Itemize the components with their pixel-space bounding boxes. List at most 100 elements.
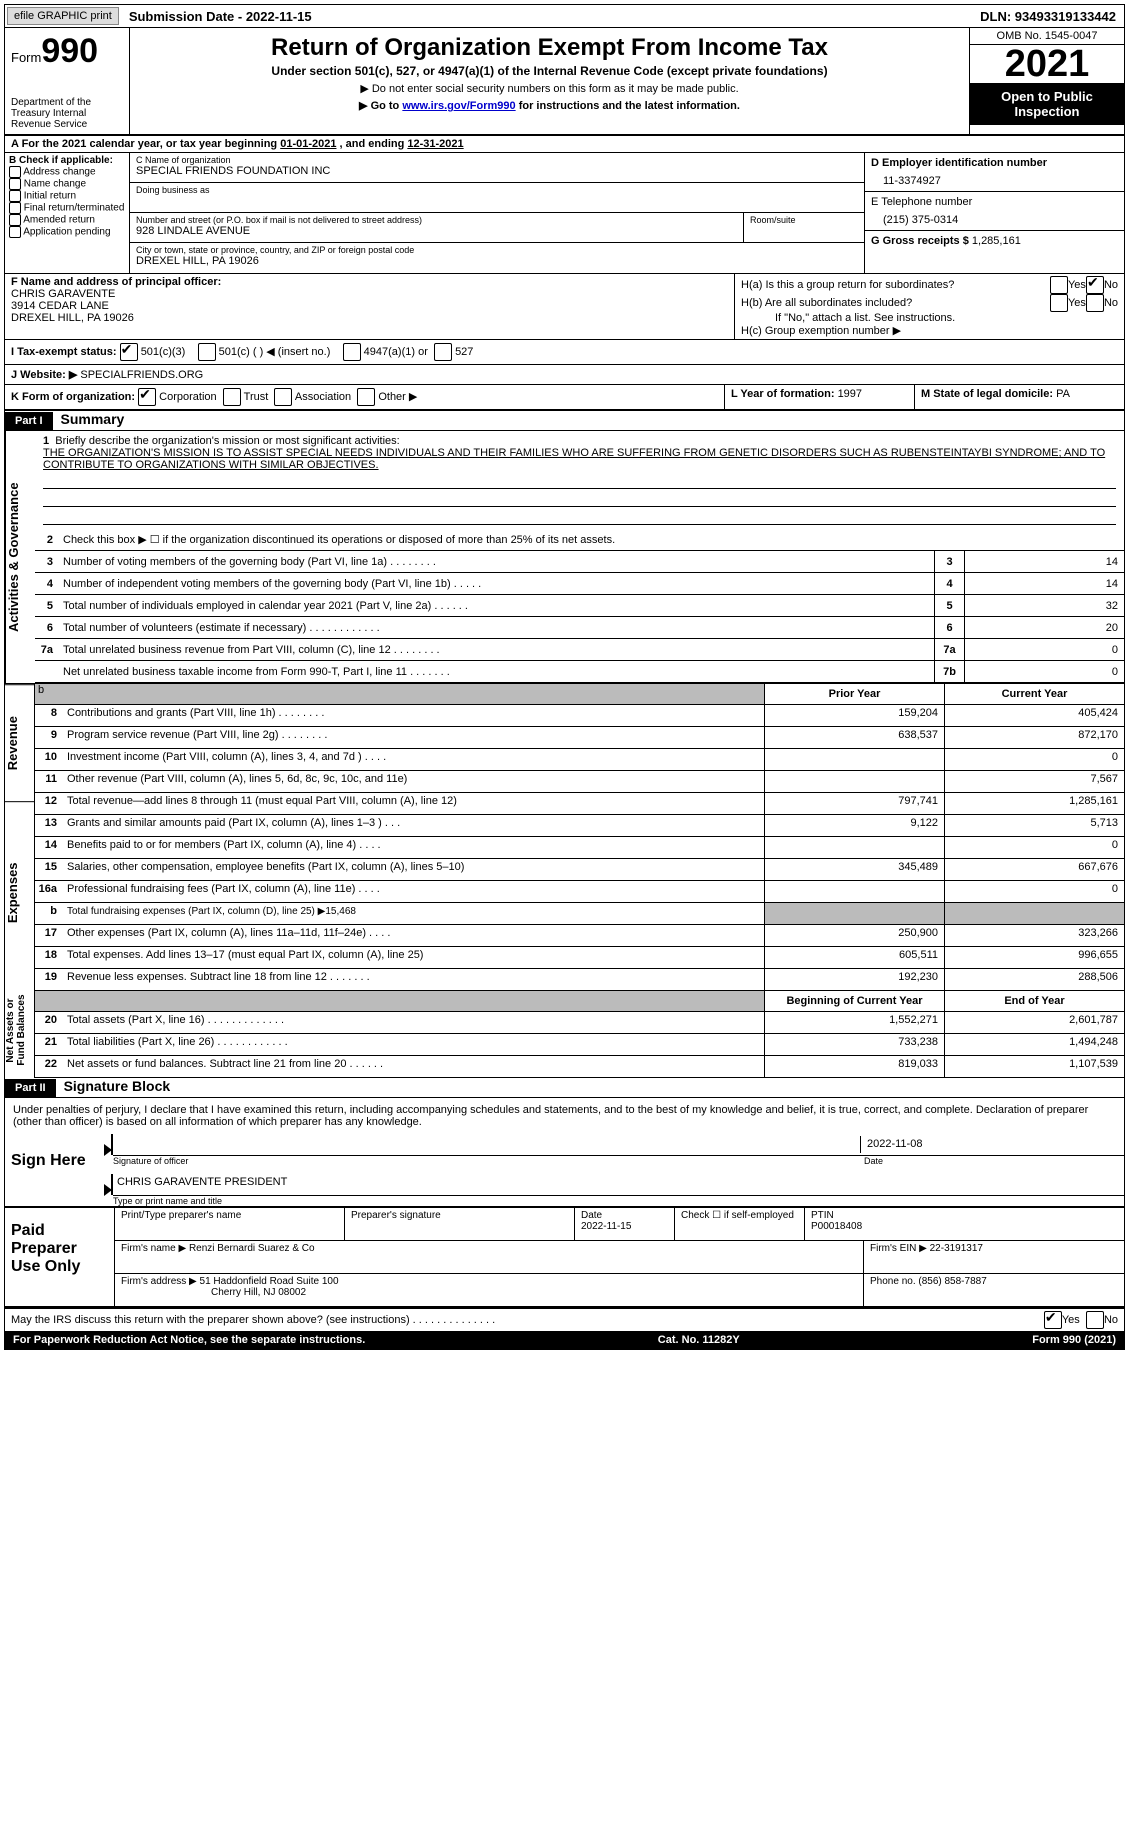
data-line-15: 15Salaries, other compensation, employee…: [35, 859, 1124, 881]
domicile: PA: [1056, 388, 1070, 400]
cb-name-change[interactable]: [9, 178, 21, 190]
note-ssn: ▶ Do not enter social security numbers o…: [136, 82, 963, 95]
part-ii-header: Part IISignature Block: [5, 1078, 1124, 1098]
gross-value: 1,285,161: [972, 235, 1021, 247]
city-label: City or town, state or province, country…: [136, 245, 858, 255]
line-2: 2Check this box ▶ ☐ if the organization …: [35, 529, 1124, 551]
phone-value: (856) 858-7887: [918, 1276, 986, 1287]
note2-pre: ▶ Go to: [359, 100, 402, 112]
data-line-20: 20Total assets (Part X, line 16) . . . .…: [35, 1012, 1124, 1034]
ha-yes: Yes: [1068, 279, 1086, 291]
firm-ein: 22-3191317: [930, 1243, 983, 1254]
col-c-org: C Name of organization SPECIAL FRIENDS F…: [130, 153, 864, 273]
data-line-18: 18Total expenses. Add lines 13–17 (must …: [35, 947, 1124, 969]
form-number: 990: [41, 32, 98, 70]
paid-preparer-section: Paid Preparer Use Only Print/Type prepar…: [5, 1208, 1124, 1308]
current-year-hdr: Current Year: [944, 684, 1124, 704]
cb-4947[interactable]: [343, 343, 361, 361]
hb-no: No: [1104, 297, 1118, 309]
opt-address: Address change: [23, 167, 95, 178]
vtab-activities: Activities & Governance: [5, 431, 35, 683]
period-begin: 01-01-2021: [280, 138, 336, 150]
tax-year: 2021: [970, 45, 1124, 83]
officer-name: CHRIS GARAVENTE: [11, 288, 728, 300]
officer-label: F Name and address of principal officer:: [11, 276, 221, 288]
ha-label: H(a) Is this a group return for subordin…: [741, 279, 1050, 291]
cb-501c3[interactable]: [120, 343, 138, 361]
data-line-10: 10Investment income (Part VIII, column (…: [35, 749, 1124, 771]
end-year-hdr: End of Year: [944, 991, 1124, 1011]
hc-label: H(c) Group exemption number ▶: [741, 324, 1118, 337]
opt-name: Name change: [24, 179, 86, 190]
section-bcd: B Check if applicable: Address change Na…: [5, 153, 1124, 274]
begin-year-hdr: Beginning of Current Year: [764, 991, 944, 1011]
cb-final[interactable]: [9, 202, 21, 214]
opt-pending: Application pending: [23, 227, 110, 238]
revenue-expenses-section: Revenue Expenses Net Assets or Fund Bala…: [5, 683, 1124, 1078]
cb-hb-no[interactable]: [1086, 294, 1104, 312]
data-line-9: 9Program service revenue (Part VIII, lin…: [35, 727, 1124, 749]
mission-blank3: [43, 507, 1116, 525]
summary-line-3: 3Number of voting members of the governi…: [35, 551, 1124, 573]
website-value: SPECIALFRIENDS.ORG: [77, 369, 203, 381]
opt-final: Final return/terminated: [24, 203, 125, 214]
year-formation: 1997: [838, 388, 862, 400]
note-link: ▶ Go to www.irs.gov/Form990 for instruct…: [136, 99, 963, 112]
cb-amended[interactable]: [9, 214, 21, 226]
cb-pending[interactable]: [9, 226, 21, 238]
discuss-text: May the IRS discuss this return with the…: [11, 1314, 1044, 1326]
row-i-status: I Tax-exempt status: 501(c)(3) 501(c) ( …: [5, 340, 1124, 365]
cb-corp[interactable]: [138, 388, 156, 406]
data-line-14: 14Benefits paid to or for members (Part …: [35, 837, 1124, 859]
cb-discuss-yes[interactable]: [1044, 1311, 1062, 1329]
firm-addr2: Cherry Hill, NJ 08002: [121, 1287, 306, 1298]
opt-501c3: 501(c)(3): [141, 346, 186, 358]
hb-yes: Yes: [1068, 297, 1086, 309]
opt-other: Other ▶: [378, 391, 417, 403]
form-header: Form990 Department of the Treasury Inter…: [5, 28, 1124, 136]
penalty-text: Under penalties of perjury, I declare th…: [5, 1098, 1124, 1134]
sig-date-label: Date: [864, 1156, 1124, 1166]
sign-here-label: Sign Here: [5, 1134, 95, 1206]
prior-year-hdr: Prior Year: [764, 684, 944, 704]
form-label: Form: [11, 50, 41, 65]
cb-address-change[interactable]: [9, 166, 21, 178]
part-ii-badge: Part II: [5, 1079, 56, 1097]
prep-date: 2022-11-15: [581, 1221, 668, 1232]
part-i-badge: Part I: [5, 412, 53, 430]
efile-print-button[interactable]: efile GRAPHIC print: [7, 7, 119, 25]
officer-typed-name: CHRIS GARAVENTE PRESIDENT: [117, 1176, 287, 1188]
dba-label: Doing business as: [136, 185, 858, 195]
cb-trust[interactable]: [223, 388, 241, 406]
hb-label: H(b) Are all subordinates included?: [741, 297, 1050, 309]
sig-officer-field[interactable]: [117, 1136, 860, 1153]
data-line-8: 8Contributions and grants (Part VIII, li…: [35, 705, 1124, 727]
mission-label: Briefly describe the organization's miss…: [55, 435, 399, 447]
ha-no: No: [1104, 279, 1118, 291]
hb-note: If "No," attach a list. See instructions…: [741, 312, 1118, 324]
irs-link[interactable]: www.irs.gov/Form990: [402, 100, 515, 112]
type-name-label: Type or print name and title: [113, 1196, 1124, 1206]
ptin-label: PTIN: [811, 1210, 1118, 1221]
cb-ha-yes[interactable]: [1050, 276, 1068, 294]
cb-ha-no[interactable]: [1086, 276, 1104, 294]
header-mid: Return of Organization Exempt From Incom…: [130, 28, 969, 134]
firm-addr1: 51 Haddonfield Road Suite 100: [200, 1276, 339, 1287]
city-value: DREXEL HILL, PA 19026: [136, 255, 858, 267]
vtab-revenue: Revenue: [5, 684, 35, 801]
cb-hb-yes[interactable]: [1050, 294, 1068, 312]
paid-preparer-label: Paid Preparer Use Only: [5, 1208, 115, 1306]
cb-initial[interactable]: [9, 190, 21, 202]
cb-527[interactable]: [434, 343, 452, 361]
room-label: Room/suite: [750, 215, 858, 225]
row-a-period: A For the 2021 calendar year, or tax yea…: [5, 136, 1124, 153]
mission-text: THE ORGANIZATION'S MISSION IS TO ASSIST …: [43, 447, 1116, 471]
summary-line-4: 4Number of independent voting members of…: [35, 573, 1124, 595]
submission-date: Submission Date - 2022-11-15: [129, 9, 312, 24]
ein-label: D Employer identification number: [871, 157, 1118, 169]
tel-label: E Telephone number: [871, 196, 1118, 208]
cb-assoc[interactable]: [274, 388, 292, 406]
cb-other[interactable]: [357, 388, 375, 406]
cb-501c[interactable]: [198, 343, 216, 361]
cb-discuss-no[interactable]: [1086, 1311, 1104, 1329]
